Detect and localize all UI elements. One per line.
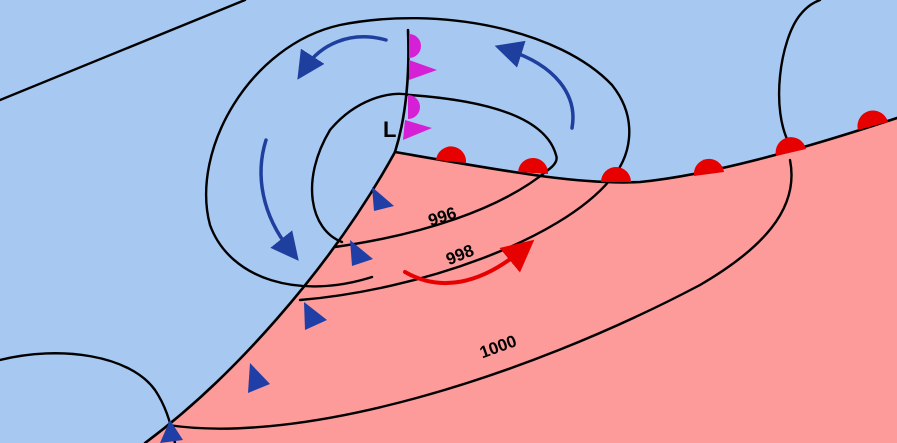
isobar-east xyxy=(777,0,822,147)
cold-circulation-arrows xyxy=(259,35,575,261)
circulation-arrow-icon xyxy=(297,35,388,80)
occluded-front-semicircle xyxy=(408,95,420,119)
occluded-front-symbols xyxy=(403,34,437,140)
warm-front-line xyxy=(393,116,897,184)
cold-front-triangle xyxy=(248,363,270,393)
warm-front-semicircle xyxy=(601,167,631,182)
cold-front-triangle xyxy=(160,420,183,443)
circulation-arrow-icon xyxy=(494,40,575,130)
isobar-998 xyxy=(298,178,612,302)
warm-front-semicircle xyxy=(857,110,888,130)
warm-air-mass xyxy=(145,118,897,443)
occluded-front-line xyxy=(393,28,410,154)
warm-front-semicircle xyxy=(518,157,549,174)
isobar-middle xyxy=(310,92,558,244)
circulation-arrow-icon xyxy=(259,138,299,261)
occluded-front-triangle xyxy=(403,120,432,140)
warm-front-semicircle xyxy=(693,158,724,176)
isobar-outer xyxy=(205,16,631,288)
warm-front-semicircle xyxy=(436,146,467,163)
warm-front-semicircle xyxy=(775,137,806,156)
warm-circulation-arrow-icon xyxy=(403,239,535,285)
occluded-front-semicircle xyxy=(409,34,421,58)
occluded-front-triangle xyxy=(409,60,437,80)
cold-front-triangle xyxy=(350,240,373,266)
isobar-northwest xyxy=(0,0,247,102)
low-pressure-label: L xyxy=(383,117,396,142)
isobar-southwest xyxy=(0,352,177,443)
isobar-1000 xyxy=(166,158,793,430)
warm-front-symbols xyxy=(436,110,888,182)
isobar-996 xyxy=(333,168,550,249)
cold-front-triangle xyxy=(372,187,394,211)
cold-front-symbols xyxy=(160,187,394,443)
cold-front-triangle xyxy=(304,302,327,330)
cold-front-line xyxy=(143,150,397,443)
